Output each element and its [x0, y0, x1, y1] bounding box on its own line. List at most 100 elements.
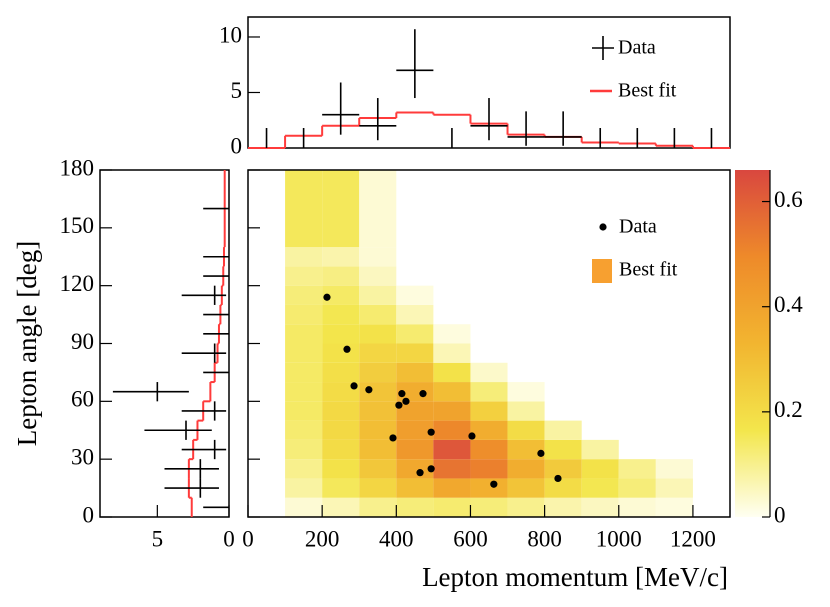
heat-cell: [322, 170, 360, 248]
heat-cell: [396, 285, 434, 305]
x-tick-label: 0: [223, 526, 235, 551]
heat-cell: [396, 497, 434, 517]
heat-cell: [396, 401, 434, 421]
heat-cell: [396, 439, 434, 460]
data-point: [427, 428, 435, 436]
data-point: [402, 397, 410, 405]
heat-cell: [581, 459, 619, 479]
data-point: [398, 390, 406, 398]
heat-cell: [285, 343, 323, 363]
heat-cell: [544, 478, 582, 498]
heat-cell: [322, 343, 360, 363]
y-axis-title: Lepton angle [deg]: [12, 241, 42, 446]
x-axis-title: Lepton momentum [MeV/c]: [422, 562, 728, 592]
y-tick-label: 30: [71, 444, 94, 469]
heat-cell: [322, 362, 360, 383]
heat-cell: [359, 343, 397, 363]
x-tick-label: 0: [242, 526, 254, 551]
heat-cell: [655, 478, 693, 498]
heat-cell: [470, 459, 508, 479]
frame: [247, 16, 731, 149]
data-point: [537, 449, 545, 457]
heat-cell: [396, 324, 434, 344]
heat-cell: [285, 382, 323, 402]
heat-cell: [655, 459, 693, 479]
heat-cell: [322, 247, 360, 267]
heat-cell: [285, 285, 323, 305]
heat-cell: [285, 304, 323, 325]
colorbar-tick-label: 0.4: [774, 292, 803, 317]
heat-cell: [433, 497, 471, 517]
heat-cell: [322, 304, 360, 325]
heat-cell: [396, 478, 434, 498]
heat-cell: [507, 401, 545, 421]
heat-cell: [285, 247, 323, 267]
heat-cell: [322, 478, 360, 498]
heat-cell: [544, 459, 582, 479]
x-tick-label: 1200: [670, 526, 716, 551]
heat-cell: [396, 343, 434, 363]
heat-cell: [285, 170, 323, 248]
heat-cell: [359, 324, 397, 344]
heat-cell: [322, 401, 360, 421]
heat-cell: [544, 420, 582, 440]
y-tick-label: 180: [60, 155, 95, 180]
y-tick-label: 0: [231, 133, 243, 158]
heat-cell: [470, 362, 508, 383]
heat-cell: [285, 439, 323, 460]
heat-cell: [507, 420, 545, 440]
heat-cell: [433, 382, 471, 402]
heat-cell: [433, 439, 471, 460]
heat-cell: [433, 459, 471, 479]
heat-cell: [470, 439, 508, 460]
heat-cell: [285, 478, 323, 498]
heat-cell: [359, 401, 397, 421]
heat-cell: [581, 439, 619, 460]
heat-cell: [396, 304, 434, 325]
heat-cell: [507, 497, 545, 517]
data-point: [490, 480, 498, 488]
heat-cell: [507, 478, 545, 498]
heat-cell: [285, 324, 323, 344]
y-tick-label: 90: [71, 329, 94, 354]
heat-cell: [581, 497, 619, 517]
data-point: [468, 432, 476, 440]
y-tick-label: 5: [231, 78, 243, 103]
x-tick-label: 800: [527, 526, 562, 551]
heat-cell: [544, 497, 582, 517]
heat-cell: [655, 497, 693, 517]
heat-cell: [359, 478, 397, 498]
heat-cell: [359, 247, 397, 267]
x-tick-label: 5: [152, 526, 164, 551]
heat-cell: [359, 439, 397, 460]
heat-cell: [322, 266, 360, 286]
heat-cell: [507, 382, 545, 402]
data-point: [395, 401, 403, 409]
heat-cell: [433, 478, 471, 498]
heat-cell: [285, 401, 323, 421]
heat-cell: [433, 420, 471, 440]
heat-cell: [581, 478, 619, 498]
colorbar-tick-label: 0.2: [774, 397, 803, 422]
heat-cell: [544, 439, 582, 460]
y-tick-label: 150: [60, 213, 95, 238]
frame: [99, 169, 230, 518]
data-point: [343, 345, 351, 353]
heat-cell: [285, 497, 323, 517]
data-point: [416, 469, 424, 477]
x-tick-label: 600: [453, 526, 488, 551]
data-point: [389, 434, 397, 442]
heat-cell: [470, 382, 508, 402]
heat-cell: [322, 439, 360, 460]
heat-cell: [322, 285, 360, 305]
heat-cell: [322, 324, 360, 344]
heat-cell: [507, 459, 545, 479]
heat-cell: [433, 401, 471, 421]
data-point: [365, 386, 373, 394]
legend-label: Data: [618, 37, 656, 59]
heat-cell: [618, 497, 656, 517]
colorbar-tick-label: 0: [774, 502, 786, 527]
heat-cell: [470, 478, 508, 498]
legend-marker: [599, 223, 607, 231]
x-tick-label: 1000: [596, 526, 642, 551]
